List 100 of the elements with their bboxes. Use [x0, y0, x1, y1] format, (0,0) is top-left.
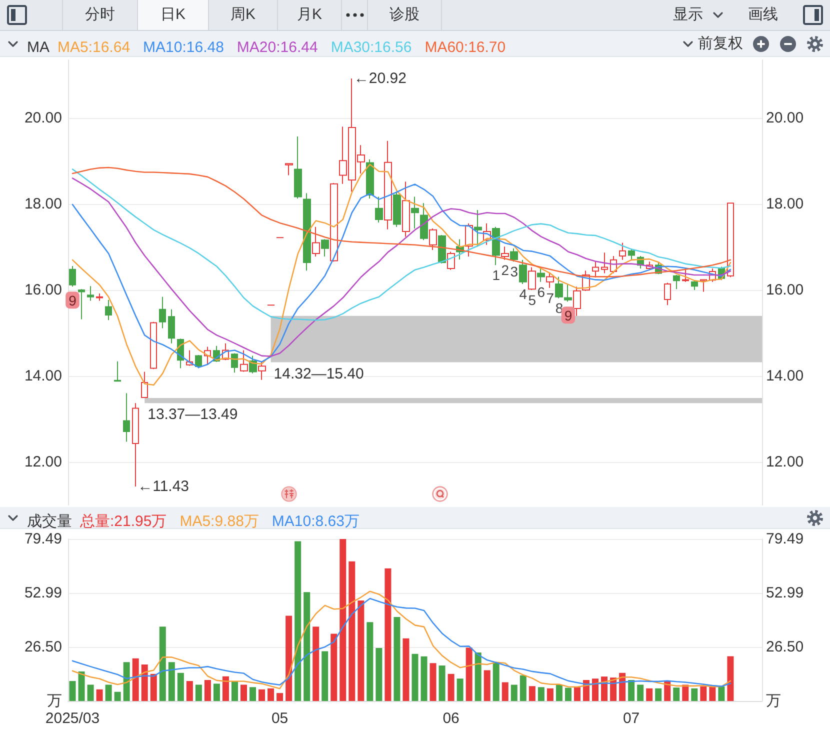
bar — [700, 686, 707, 701]
candlestick — [294, 136, 302, 199]
bar — [556, 684, 562, 701]
y-tick-label: 14.00 — [24, 368, 62, 385]
text: MA20:16.44 — [236, 39, 318, 56]
bar — [601, 676, 608, 701]
text: 前复权 — [698, 34, 743, 54]
candlestick — [402, 181, 410, 238]
y2-tick-label: 52.99 — [766, 584, 804, 602]
candlestick — [384, 140, 392, 230]
bar — [466, 648, 472, 701]
bar — [358, 600, 364, 701]
bar — [394, 617, 400, 701]
y2-tick-label: 14.00 — [766, 368, 804, 385]
bar — [250, 687, 256, 701]
bar — [268, 688, 274, 701]
text: 4 — [519, 286, 528, 302]
y2-tick-label: 12.00 — [766, 454, 804, 471]
text: 3 — [510, 264, 518, 280]
bar — [628, 680, 635, 701]
candlestick — [592, 261, 599, 278]
bar — [646, 688, 653, 701]
x-tick-label: 2025/03 — [45, 710, 100, 727]
bar — [709, 686, 716, 701]
bar — [664, 681, 671, 701]
candlestick — [619, 242, 626, 260]
candlestick — [691, 280, 698, 291]
text: 7 — [546, 290, 554, 306]
bar — [564, 688, 572, 701]
candlestick — [555, 276, 563, 299]
bar — [438, 666, 446, 701]
text: 2 — [501, 262, 510, 278]
annotation: ←20.92 — [354, 70, 406, 87]
candlestick — [474, 210, 482, 248]
bar — [340, 539, 346, 701]
y2-tick-label: 16.00 — [766, 282, 804, 299]
candlestick — [195, 354, 202, 369]
bar — [682, 684, 689, 701]
candlestick — [519, 259, 527, 285]
candlestick — [546, 272, 554, 288]
bar — [141, 664, 148, 701]
y-tick-label: 万 — [47, 692, 62, 710]
bar — [304, 592, 310, 701]
text: MA10:16.48 — [143, 39, 224, 56]
candlestick — [231, 352, 238, 374]
bar — [177, 672, 184, 701]
text: MA5:16.64 — [58, 39, 130, 56]
candlestick — [510, 248, 518, 262]
text: 5 — [528, 292, 536, 308]
text: 9 — [68, 292, 76, 309]
bar — [286, 616, 292, 701]
chart-title: 成交量 — [27, 513, 72, 530]
bar — [348, 561, 356, 701]
bar — [637, 684, 644, 701]
bar — [592, 678, 599, 701]
bar — [105, 684, 112, 701]
candlestick — [682, 268, 689, 282]
y2-tick-label: 20.00 — [766, 110, 804, 127]
bar — [168, 662, 175, 701]
candlestick — [321, 238, 329, 257]
text: 画线 — [748, 5, 778, 25]
bar — [430, 663, 436, 701]
y2-tick-label: 79.49 — [766, 530, 804, 548]
bar — [159, 626, 166, 701]
bar — [195, 684, 202, 701]
text: 6 — [537, 284, 546, 300]
bar — [366, 622, 374, 701]
y-tick-label: 18.00 — [24, 196, 62, 213]
bar — [528, 686, 536, 701]
y-tick-label: 52.99 — [24, 584, 62, 602]
bar — [276, 693, 284, 701]
bar — [231, 681, 238, 701]
bar — [619, 672, 626, 701]
y-tick-label: 12.00 — [24, 454, 62, 471]
bar — [150, 674, 157, 701]
x-tick-label: 06 — [442, 710, 460, 727]
candlestick — [727, 202, 734, 278]
bar — [492, 662, 500, 701]
bar — [132, 658, 139, 701]
text: MA30:16.56 — [330, 39, 412, 56]
chart-title: MA — [27, 39, 50, 56]
bar — [330, 634, 338, 701]
bar — [574, 687, 580, 701]
annotation: ←11.43 — [138, 478, 190, 496]
candlestick — [150, 321, 157, 370]
text: 月K — [296, 6, 322, 23]
text: 1 — [492, 267, 500, 284]
bar — [691, 688, 698, 701]
bar — [474, 652, 482, 701]
bar — [655, 688, 662, 701]
text: 诊股 — [390, 6, 420, 23]
candlestick — [123, 392, 130, 442]
text: 9 — [564, 308, 572, 324]
candlestick — [528, 266, 536, 291]
candlestick — [438, 234, 446, 264]
candlestick — [700, 278, 707, 292]
candlestick — [601, 252, 608, 274]
text: MA60:16.70 — [424, 39, 506, 56]
text: 总量:21.95万 — [79, 513, 167, 530]
candlestick — [303, 192, 311, 272]
